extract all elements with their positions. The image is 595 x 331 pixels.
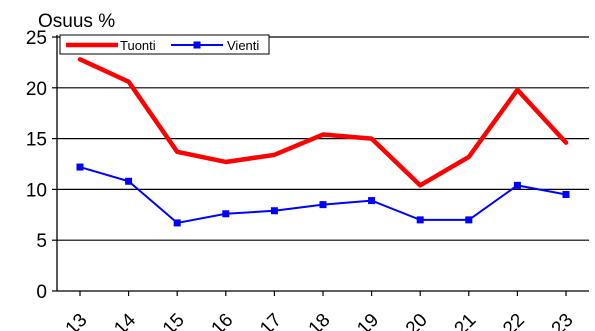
- y-tick-label-20: 20: [26, 79, 47, 100]
- y-tick-label-15: 15: [26, 130, 47, 151]
- x-tick-label-16: 16: [208, 310, 238, 331]
- x-tick-label-17: 17: [256, 310, 286, 331]
- legend-box: [59, 34, 270, 55]
- y-axis-title: Osuus %: [38, 11, 115, 32]
- x-tick-label-21: 21: [451, 310, 481, 331]
- legend-marker-vienti: [193, 41, 201, 49]
- legend: Tuonti Vienti: [59, 34, 270, 55]
- x-tick-label-23: 23: [548, 310, 578, 331]
- axes: [56, 35, 589, 292]
- legend-label-vienti: Vienti: [227, 38, 259, 53]
- point-vienti-19: [368, 197, 376, 205]
- x-tick-labels: 13 14 15 16 17 18 19 20 21 22 23: [62, 291, 578, 331]
- x-tick-label-13: 13: [62, 310, 92, 331]
- point-vienti-14: [125, 177, 133, 185]
- point-vienti-13: [76, 163, 84, 171]
- x-tick-label-20: 20: [402, 310, 432, 331]
- x-tick-label-15: 15: [159, 310, 189, 331]
- y-tick-label-0: 0: [36, 282, 47, 303]
- y-tick-label-25: 25: [26, 28, 47, 49]
- y-tick-label-10: 10: [26, 180, 47, 201]
- point-vienti-18: [319, 201, 327, 209]
- legend-label-tuonti: Tuonti: [120, 38, 156, 53]
- series-line-vienti: [79, 166, 567, 224]
- point-vienti-21: [465, 216, 473, 224]
- y-tick-labels: 0 5 10 15 20 25: [26, 28, 47, 303]
- gridlines: [52, 36, 589, 292]
- series-line-tuonti: [77, 57, 569, 188]
- series-group: [76, 57, 570, 227]
- point-vienti-20: [416, 216, 424, 224]
- point-vienti-16: [222, 210, 230, 218]
- x-tick-label-14: 14: [110, 309, 140, 331]
- point-vienti-17: [270, 207, 278, 215]
- x-tick-label-22: 22: [499, 310, 529, 331]
- y-tick-label-5: 5: [36, 231, 47, 252]
- point-vienti-22: [513, 181, 521, 189]
- x-tick-label-18: 18: [305, 310, 335, 331]
- point-vienti-15: [173, 219, 181, 227]
- point-vienti-23: [562, 190, 570, 198]
- x-tick-label-19: 19: [353, 310, 383, 331]
